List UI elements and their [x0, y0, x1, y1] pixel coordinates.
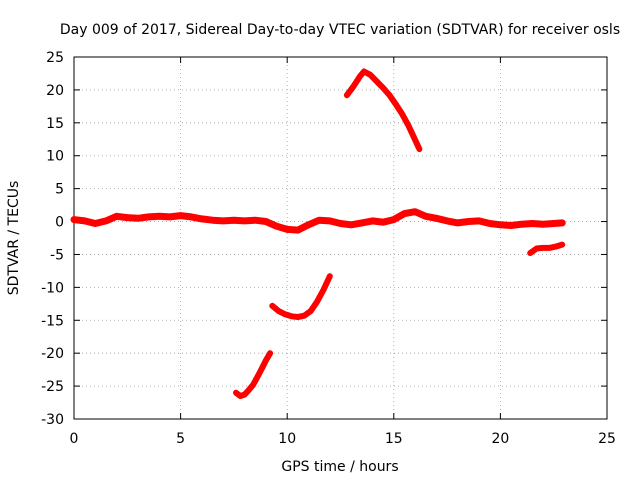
y-tick-label: 20	[46, 83, 64, 99]
y-tick-label: -15	[41, 313, 64, 329]
x-tick-label: 20	[491, 431, 509, 447]
y-tick-label: -25	[41, 379, 64, 395]
y-tick-label: -10	[41, 280, 64, 296]
series-line-arc-8h	[233, 350, 274, 399]
y-axis: -30 -25 -20 -15 -10 -5 0 5 10 15 20 25	[41, 50, 607, 428]
x-axis-label: GPS time / hours	[281, 459, 398, 475]
y-tick-label: -30	[41, 412, 64, 428]
series-line-arc-13h	[343, 68, 423, 153]
grid	[74, 57, 607, 419]
series-line-main-band	[70, 208, 566, 234]
chart-title: Day 009 of 2017, Sidereal Day-to-day VTE…	[60, 22, 620, 38]
x-tick-label: 25	[598, 431, 616, 447]
y-tick-label: 0	[55, 215, 64, 231]
y-tick-label: -20	[41, 346, 64, 362]
y-tick-label: 25	[46, 50, 64, 66]
x-tick-label: 0	[70, 431, 79, 447]
y-axis-label: SDTVAR / TECUs	[6, 181, 22, 296]
x-tick-label: 5	[176, 431, 185, 447]
y-tick-label: -5	[50, 247, 64, 263]
series-group	[70, 68, 566, 399]
y-tick-label: 5	[55, 182, 64, 198]
series-line-arc-22h	[527, 241, 566, 257]
plot-frame	[73, 56, 608, 420]
x-tick-label: 10	[278, 431, 296, 447]
x-tick-label: 15	[385, 431, 403, 447]
y-tick-label: 15	[46, 116, 64, 132]
y-tick-label: 10	[46, 149, 64, 165]
series-line-arc-10h	[269, 273, 333, 320]
x-axis: 0 5 10 15 20 25	[70, 57, 616, 447]
